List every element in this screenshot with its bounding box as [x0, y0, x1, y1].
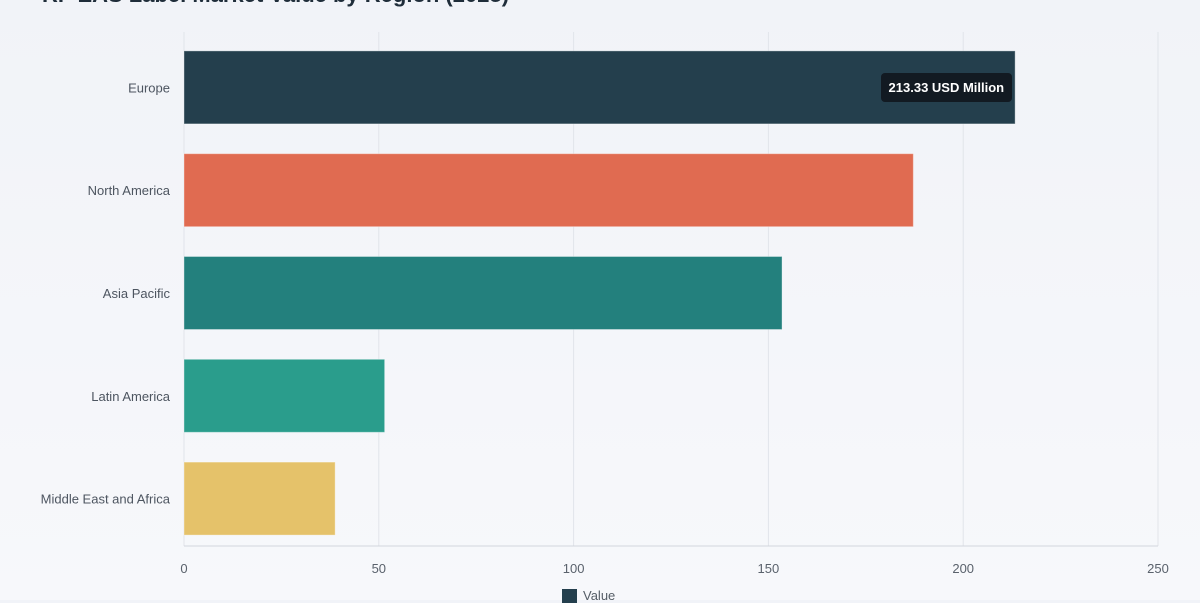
legend-label: Value: [583, 588, 616, 603]
category-label-0: Europe: [128, 80, 170, 95]
category-label-2: Asia Pacific: [103, 286, 171, 301]
x-tick-label-1: 50: [372, 561, 386, 576]
legend[interactable]: Value: [562, 588, 615, 603]
category-label-1: North America: [88, 183, 171, 198]
x-tick-label-4: 200: [952, 561, 974, 576]
x-tick-label-5: 250: [1147, 561, 1169, 576]
bar-asia-pacific[interactable]: [183, 256, 783, 330]
value-tooltip: 213.33 USD Million: [880, 72, 1013, 102]
bar-europe[interactable]: [183, 50, 1016, 125]
bars: [183, 50, 1016, 536]
category-label-3: Latin America: [91, 389, 171, 404]
category-labels: Europe North America Asia Pacific Latin Ame…: [41, 80, 171, 506]
x-tick-label-0: 0: [180, 561, 187, 576]
category-label-4: Middle East and Africa: [41, 492, 171, 507]
x-tick-label-2: 100: [563, 561, 585, 576]
legend-swatch: [562, 588, 577, 603]
x-tick-labels: 0 50 100 150 200 250: [180, 561, 1168, 576]
bar-middle-east-and-africa[interactable]: [183, 461, 336, 536]
bar-north-america[interactable]: [183, 153, 914, 228]
x-tick-label-3: 150: [758, 561, 780, 576]
bar-latin-america[interactable]: [183, 358, 386, 433]
chart-title: RF EAS Label Market Value by Region (202…: [42, 0, 509, 8]
